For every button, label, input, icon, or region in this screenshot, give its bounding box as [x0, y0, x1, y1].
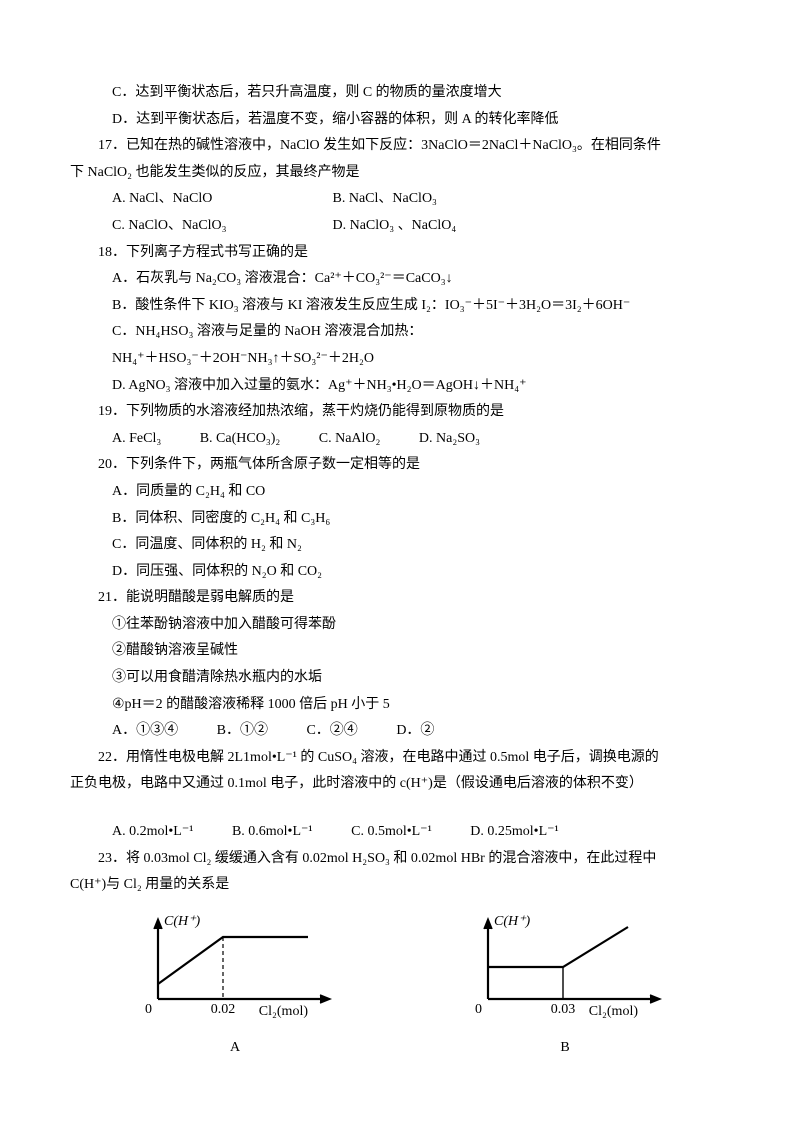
q22-options: A. 0.2mol•L⁻¹ B. 0.6mol•L⁻¹ C. 0.5mol•L⁻…: [70, 819, 730, 846]
q20-option-b: B．同体积、同密度的 C₂H₄ 和 C₃H₆: [70, 506, 730, 533]
q16-option-c: C．达到平衡状态后，若只升高温度，则 C 的物质的量浓度增大: [70, 80, 730, 107]
q19-option-a: A. FeCl₃: [112, 426, 161, 453]
chart-a: C(H⁺) 0 Cl₂(mol) 0.02: [120, 909, 350, 1029]
q17-option-c: C. NaClO、NaClO₃: [112, 213, 294, 240]
q21-option-c: C．②④: [306, 718, 357, 745]
q21-option-a: A．①③④: [112, 718, 178, 745]
q22-option-d: D. 0.25mol•L⁻¹: [470, 819, 558, 846]
q23-stem: 23．将 0.03mol Cl₂ 缓缓通入含有 0.02mol H₂SO₃ 和 …: [70, 846, 730, 873]
q18-option-d: D. AgNO₃ 溶液中加入过量的氨水：Ag⁺＋NH₃•H₂O＝AgOH↓＋NH…: [70, 373, 730, 400]
chart-b-label: B: [450, 1035, 680, 1062]
svg-text:C(H⁺): C(H⁺): [164, 914, 201, 929]
q16-option-d: D．达到平衡状态后，若温度不变，缩小容器的体积，则 A 的转化率降低: [70, 107, 730, 134]
q17-option-d: D. NaClO₃ 、NaClO₄: [333, 213, 457, 240]
q21-item-1: ①往苯酚钠溶液中加入醋酸可得苯酚: [70, 612, 730, 639]
q17-stem: 17．已知在热的碱性溶液中，NaClO 发生如下反应：3NaClO＝2NaCl＋…: [70, 133, 730, 160]
q20-option-c: C．同温度、同体积的 H₂ 和 N₂: [70, 532, 730, 559]
q18-stem: 18．下列离子方程式书写正确的是: [70, 240, 730, 267]
q21-item-2: ②醋酸钠溶液呈碱性: [70, 638, 730, 665]
q20-option-d: D．同压强、同体积的 N₂O 和 CO₂: [70, 559, 730, 586]
q22-option-b: B. 0.6mol•L⁻¹: [232, 819, 313, 846]
q17-options-row1: A. NaCl、NaClO B. NaCl、NaClO₃: [70, 186, 730, 213]
q21-item-4: ④pH＝2 的醋酸溶液稀释 1000 倍后 pH 小于 5: [70, 692, 730, 719]
q22-stem-cont: 正负电极，电路中又通过 0.1mol 电子，此时溶液中的 c(H⁺)是（假设通电…: [70, 771, 730, 798]
svg-text:Cl₂(mol): Cl₂(mol): [259, 1004, 309, 1019]
q17-stem-cont: 下 NaClO₂ 也能发生类似的反应，其最终产物是: [70, 160, 730, 187]
q21-stem: 21．能说明醋酸是弱电解质的是: [70, 585, 730, 612]
q18-option-b: B．酸性条件下 KIO₃ 溶液与 KI 溶液发生反应生成 I₂：IO₃⁻＋5I⁻…: [70, 293, 730, 320]
q23-charts: C(H⁺) 0 Cl₂(mol) 0.02 A C(H⁺) 0 Cl₂(mol) 0.03 …: [70, 909, 730, 1062]
q22-option-a: A. 0.2mol•L⁻¹: [112, 819, 193, 846]
q19-stem: 19．下列物质的水溶液经加热浓缩，蒸干灼烧仍能得到原物质的是: [70, 399, 730, 426]
chart-a-wrap: C(H⁺) 0 Cl₂(mol) 0.02 A: [120, 909, 350, 1062]
q19-option-d: D. Na₂SO₃: [419, 426, 480, 453]
q20-stem: 20．下列条件下，两瓶气体所含原子数一定相等的是: [70, 452, 730, 479]
q17-option-b: B. NaCl、NaClO₃: [333, 186, 437, 213]
svg-text:C(H⁺): C(H⁺): [494, 914, 531, 929]
svg-text:Cl₂(mol): Cl₂(mol): [589, 1004, 639, 1019]
q21-item-3: ③可以用食醋清除热水瓶内的水垢: [70, 665, 730, 692]
chart-a-label: A: [120, 1035, 350, 1062]
q22-stem: 22．用惰性电极电解 2L1mol•L⁻¹ 的 CuSO₄ 溶液，在电路中通过 …: [70, 745, 730, 772]
svg-text:0: 0: [475, 1002, 482, 1017]
chart-b: C(H⁺) 0 Cl₂(mol) 0.03: [450, 909, 680, 1029]
q17-option-a: A. NaCl、NaClO: [112, 186, 294, 213]
q17-options-row2: C. NaClO、NaClO₃ D. NaClO₃ 、NaClO₄: [70, 213, 730, 240]
q21-option-b: B．①②: [217, 718, 268, 745]
svg-text:0.03: 0.03: [551, 1002, 576, 1017]
q22-option-c: C. 0.5mol•L⁻¹: [351, 819, 432, 846]
chart-b-wrap: C(H⁺) 0 Cl₂(mol) 0.03 B: [450, 909, 680, 1062]
q21-option-d: D．②: [396, 718, 434, 745]
svg-text:0.02: 0.02: [211, 1002, 236, 1017]
q18-option-c-eq: NH₄⁺＋HSO₃⁻＋2OH⁻NH₃↑＋SO₃²⁻＋2H₂O: [70, 346, 730, 373]
q19-option-b: B. Ca(HCO₃)₂: [200, 426, 281, 453]
q18-option-c: C．NH₄HSO₃ 溶液与足量的 NaOH 溶液混合加热：: [70, 319, 730, 346]
q19-option-c: C. NaAlO₂: [319, 426, 381, 453]
q23-stem-cont: C(H⁺)与 Cl₂ 用量的关系是: [70, 872, 730, 899]
q21-options: A．①③④ B．①② C．②④ D．②: [70, 718, 730, 745]
q18-option-a: A．石灰乳与 Na₂CO₃ 溶液混合：Ca²⁺＋CO₃²⁻＝CaCO₃↓: [70, 266, 730, 293]
svg-text:0: 0: [145, 1002, 152, 1017]
q19-options: A. FeCl₃ B. Ca(HCO₃)₂ C. NaAlO₂ D. Na₂SO…: [70, 426, 730, 453]
q20-option-a: A．同质量的 C₂H₄ 和 CO: [70, 479, 730, 506]
